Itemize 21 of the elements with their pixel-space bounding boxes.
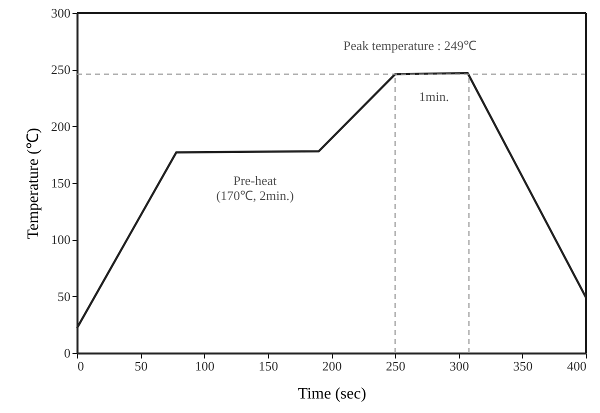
y-tick-label: 0	[64, 346, 70, 360]
x-tick-label: 100	[195, 358, 214, 374]
y-tick-label: 150	[51, 176, 70, 190]
x-tick-label: 150	[258, 358, 278, 374]
y-tick-label: 200	[51, 118, 70, 134]
x-tick-label: 50	[134, 358, 148, 374]
annotation: Pre-heat (170℃, 2min.)	[216, 173, 294, 203]
x-axis-title: Time (sec)	[298, 386, 366, 402]
y-tick-label: 50	[58, 288, 70, 304]
y-tick-label: 100	[51, 232, 70, 248]
x-tick-label: 400	[567, 358, 586, 374]
y-tick-label: 250	[51, 62, 70, 78]
x-tick-label: 300	[450, 358, 469, 374]
y-tick-label: 300	[51, 6, 70, 20]
y-axis-title: Temperature (℃)	[25, 128, 42, 240]
annotation: Peak temperature : 249℃	[343, 38, 477, 53]
annotation: 1min.	[419, 89, 449, 104]
x-tick-label: 0	[78, 358, 84, 374]
x-tick-label: 250	[386, 358, 406, 374]
x-tick-label: 200	[322, 358, 342, 374]
x-tick-label: 350	[513, 358, 533, 374]
